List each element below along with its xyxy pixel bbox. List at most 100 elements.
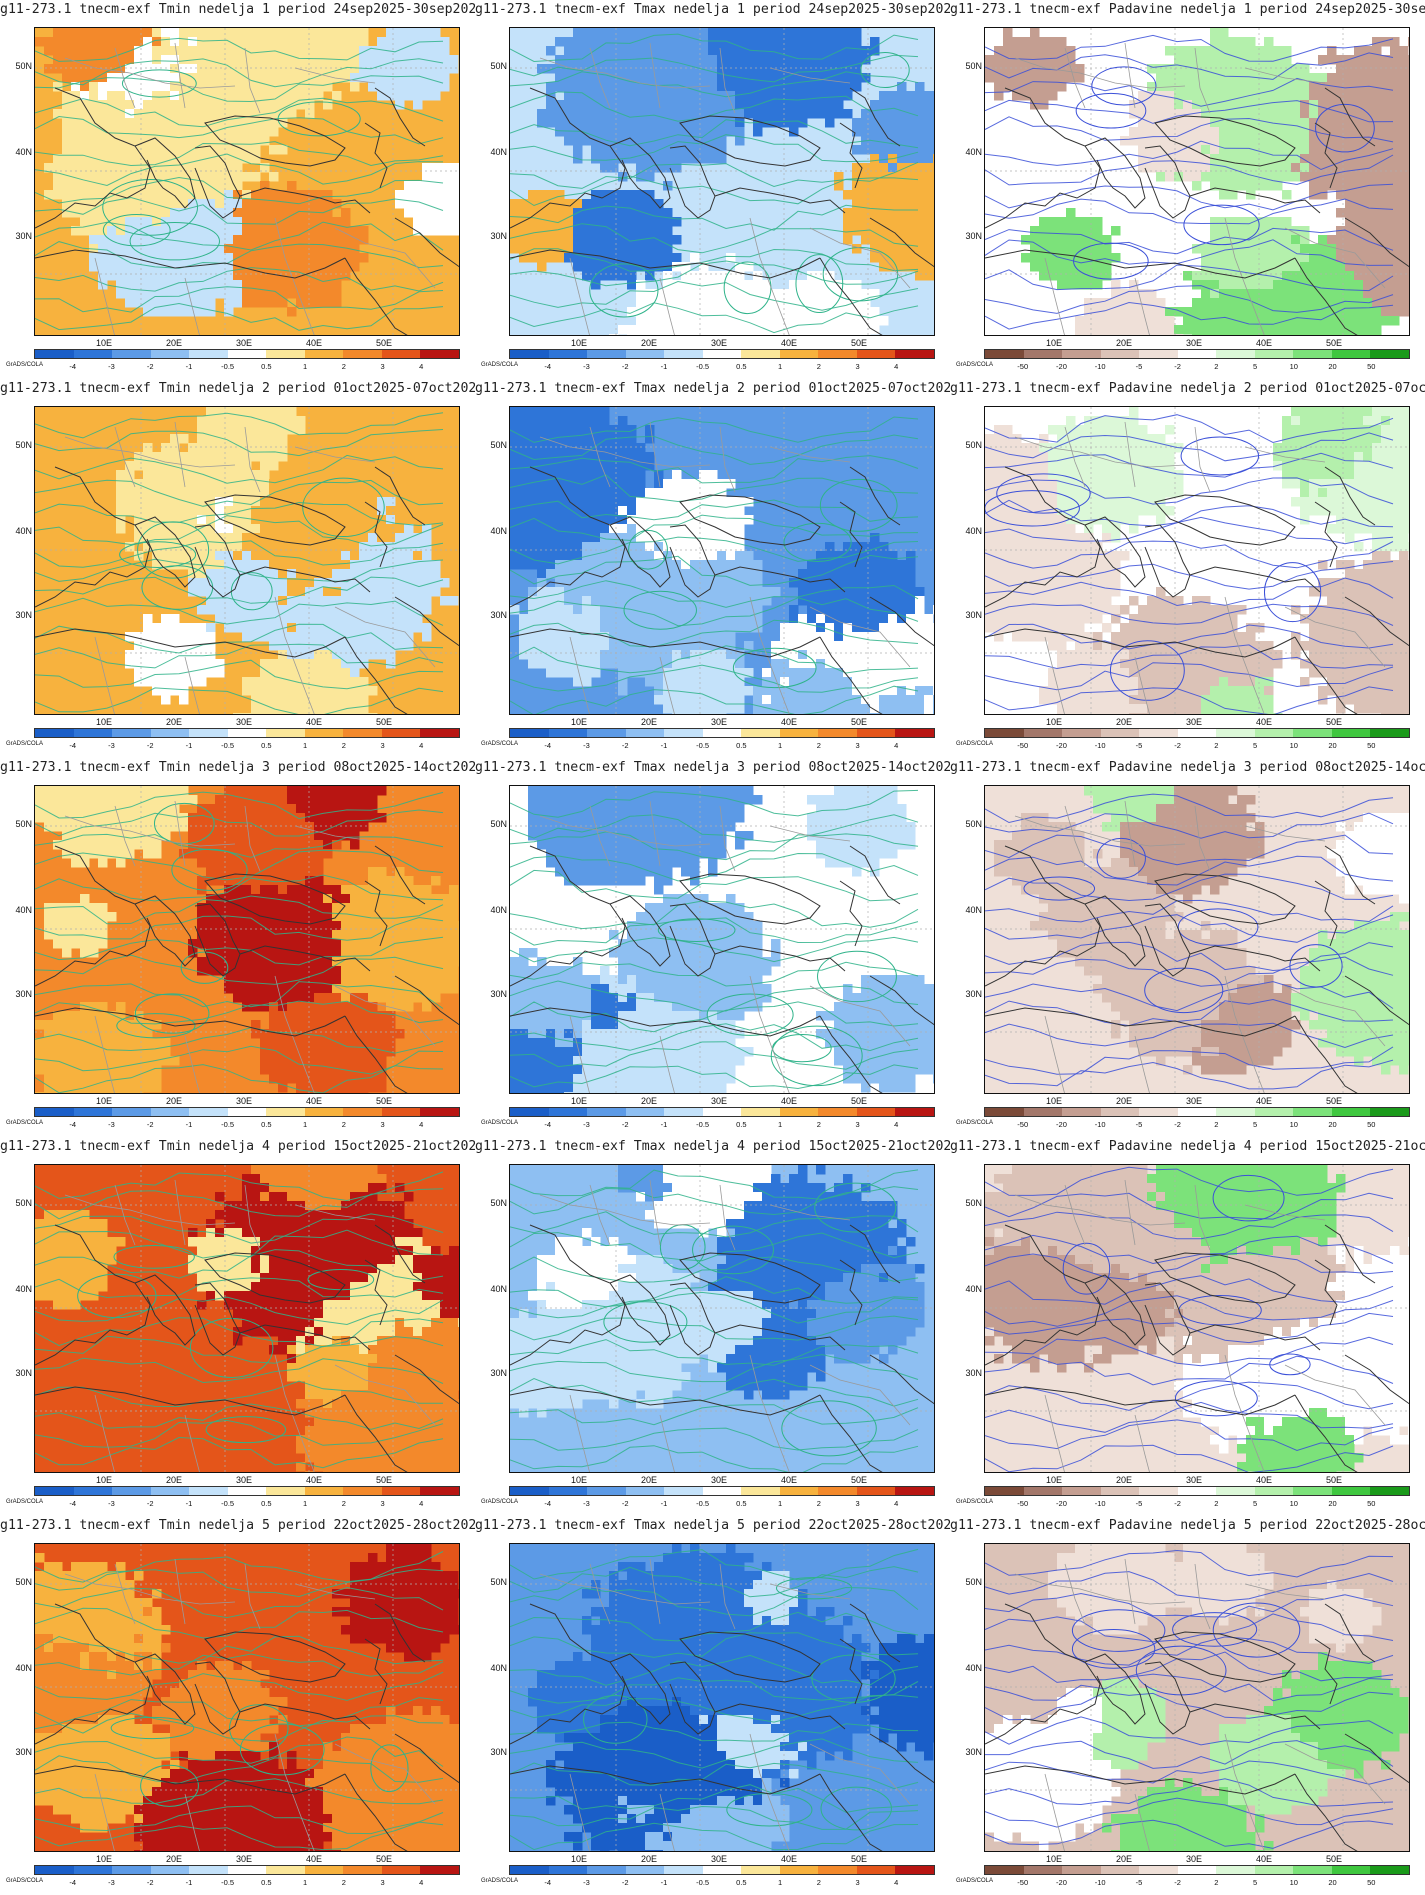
color-scale-label: 3 xyxy=(855,1499,860,1508)
longitude-tick-label: 40E xyxy=(780,1475,798,1485)
color-scale-swatch xyxy=(304,1108,344,1116)
longitude-tick-label: 30E xyxy=(1185,1475,1203,1485)
color-scale-label: -20 xyxy=(1056,1878,1067,1887)
color-scale-swatch xyxy=(1100,1108,1140,1116)
color-scale-label: 4 xyxy=(894,1499,899,1508)
tmin-panel-week-3: g11-273.1 tnecm-exf Tmin nedelja 3 perio… xyxy=(0,758,475,1137)
color-scale-swatch xyxy=(112,1108,151,1116)
color-scale-label: 4 xyxy=(419,741,424,750)
color-scale-label: -3 xyxy=(108,362,115,371)
grads-credit: GrADS/COLA xyxy=(6,362,44,368)
color-scale-swatch xyxy=(35,729,74,737)
color-scale-swatch xyxy=(420,1487,460,1495)
color-scale-label: -3 xyxy=(108,1499,115,1508)
color-scale-swatch xyxy=(1062,729,1101,737)
color-scale-swatch xyxy=(266,729,305,737)
color-scale-bar xyxy=(34,349,460,359)
color-scale-swatch xyxy=(895,1108,935,1116)
panel-title: g11-273.1 tnecm-exf Tmin nedelja 3 perio… xyxy=(0,760,475,775)
longitude-tick-label: 10E xyxy=(570,717,588,727)
color-scale-swatch xyxy=(818,729,857,737)
color-scale-swatch xyxy=(266,350,305,358)
color-scale-label: 10 xyxy=(1289,1499,1298,1508)
color-scale-swatch xyxy=(1370,1108,1410,1116)
color-scale-label: -50 xyxy=(1017,1878,1029,1887)
color-scale-swatch xyxy=(895,729,935,737)
color-scale-swatch xyxy=(1331,1487,1371,1495)
latitude-tick-label: 40N xyxy=(15,905,32,915)
color-scale-swatch xyxy=(1370,350,1410,358)
tmin-map xyxy=(34,27,460,336)
color-scale-label: 3 xyxy=(855,1120,860,1129)
color-scale-label: 10 xyxy=(1289,362,1298,371)
longitude-tick-label: 20E xyxy=(1115,1854,1133,1864)
panel-title: g11-273.1 tnecm-exf Padavine nedelja 1 p… xyxy=(950,2,1425,17)
color-scale-swatch xyxy=(189,1108,228,1116)
color-scale-swatch xyxy=(1139,1866,1178,1874)
longitude-tick-label: 50E xyxy=(1325,1096,1343,1106)
color-scale-swatch xyxy=(381,1866,421,1874)
grads-credit: GrADS/COLA xyxy=(6,1878,44,1884)
color-scale-swatch xyxy=(1331,1866,1371,1874)
color-scale-label: -4 xyxy=(69,1120,77,1129)
color-scale-label: 0.5 xyxy=(736,362,747,371)
color-scale-label: 50 xyxy=(1367,1499,1376,1508)
longitude-tick-label: 50E xyxy=(375,338,393,348)
color-scale-label: 5 xyxy=(1252,1499,1258,1508)
color-scale-label: -4 xyxy=(69,1499,77,1508)
color-scale-swatch xyxy=(1216,1866,1255,1874)
padavine-panel-week-1: g11-273.1 tnecm-exf Padavine nedelja 1 p… xyxy=(950,0,1425,379)
panel-title: g11-273.1 tnecm-exf Padavine nedelja 3 p… xyxy=(950,760,1425,775)
latitude-tick-label: 50N xyxy=(15,440,32,450)
color-scale-swatch xyxy=(1293,1108,1332,1116)
longitude-tick-label: 10E xyxy=(95,717,113,727)
color-scale-label: -5 xyxy=(1135,741,1143,750)
color-scale-swatch xyxy=(548,1108,588,1116)
color-scale-swatch xyxy=(779,1866,819,1874)
color-scale-label: 20 xyxy=(1328,1120,1337,1129)
latitude-tick-label: 30N xyxy=(965,231,982,241)
color-scale-label: 1 xyxy=(777,1120,783,1129)
color-scale-label: -0.5 xyxy=(696,1878,710,1887)
latitude-tick-label: 50N xyxy=(490,440,507,450)
color-scale-label: -2 xyxy=(1174,1499,1181,1508)
color-scale-swatch xyxy=(304,1487,344,1495)
color-scale-label: -4 xyxy=(544,1499,552,1508)
color-scale-swatch xyxy=(856,1108,896,1116)
color-scale-label: 4 xyxy=(894,362,899,371)
color-scale-swatch xyxy=(1139,729,1178,737)
color-scale-label: -20 xyxy=(1056,362,1067,371)
color-scale-swatch xyxy=(548,1487,588,1495)
latitude-tick-label: 40N xyxy=(490,1284,507,1294)
tmin-panel-week-5: g11-273.1 tnecm-exf Tmin nedelja 5 perio… xyxy=(0,1516,475,1895)
color-scale-swatch xyxy=(420,1866,460,1874)
color-scale-label: 50 xyxy=(1367,362,1376,371)
color-scale-swatch xyxy=(1254,1487,1294,1495)
color-scale-label: -2 xyxy=(146,362,154,371)
color-scale-swatch xyxy=(1293,729,1332,737)
tmin-map xyxy=(34,1164,460,1473)
color-scale-swatch xyxy=(548,1866,588,1874)
color-scale-swatch xyxy=(985,1487,1024,1495)
color-scale-swatch xyxy=(1177,1487,1217,1495)
longitude-tick-label: 30E xyxy=(235,1854,253,1864)
tmax-map xyxy=(509,785,935,1094)
color-scale-label: -0.5 xyxy=(696,362,710,371)
longitude-tick-label: 20E xyxy=(640,1096,658,1106)
color-scale-swatch xyxy=(702,1487,742,1495)
color-scale-label: 4 xyxy=(419,1120,424,1129)
color-scale-label: -20 xyxy=(1056,741,1067,750)
color-scale-swatch xyxy=(189,729,228,737)
color-scale-label: -1 xyxy=(185,1120,193,1129)
color-scale-swatch xyxy=(741,1108,780,1116)
color-scale-swatch xyxy=(189,350,228,358)
color-scale-label: -1 xyxy=(185,362,193,371)
latitude-tick-label: 50N xyxy=(15,819,32,829)
color-scale-swatch xyxy=(664,1866,703,1874)
color-scale-swatch xyxy=(510,729,549,737)
color-scale-label: -3 xyxy=(108,1120,115,1129)
longitude-tick-label: 20E xyxy=(640,1854,658,1864)
color-scale-swatch xyxy=(381,350,421,358)
panel-title: g11-273.1 tnecm-exf Tmin nedelja 1 perio… xyxy=(0,2,475,17)
color-scale-swatch xyxy=(1139,350,1178,358)
